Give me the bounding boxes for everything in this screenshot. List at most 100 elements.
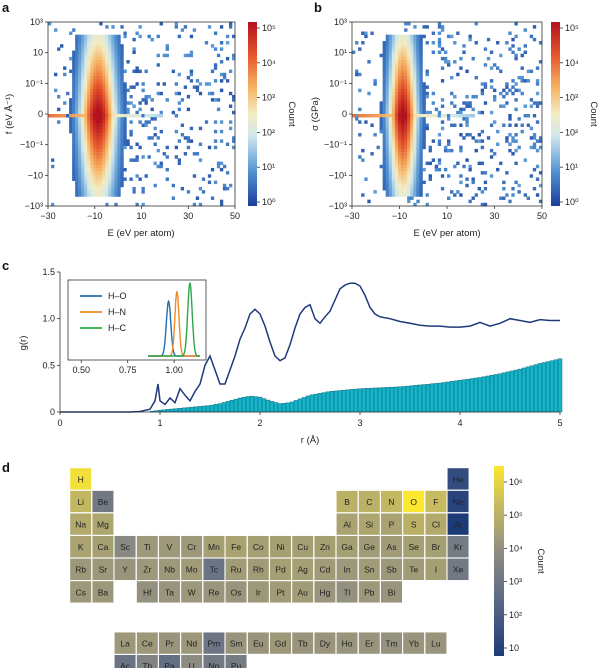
element-symbol: Pu: [231, 661, 242, 668]
heatmap-cell: [517, 88, 521, 93]
heatmap-cell: [96, 126, 100, 131]
heatmap-cell: [120, 174, 124, 178]
heatmap-cell: [81, 145, 85, 150]
rdf-panel-c: 0 1 2 3 4 500.51.01.5 r (Å) g(r) 0.50 0.75 1.00…: [18, 267, 563, 446]
heatmap-cell: [410, 41, 414, 45]
heatmap-cell: [96, 142, 100, 147]
heatmap-cell: [87, 50, 91, 55]
heatmap-cell: [111, 120, 115, 124]
heatmap-cell: [401, 53, 405, 58]
heatmap-cell: [404, 139, 408, 143]
heatmap-cell: [120, 69, 124, 74]
heatmap-cell: [416, 183, 420, 188]
heatmap-cell: [102, 155, 106, 159]
heatmap-cell: [459, 56, 463, 61]
heatmap-cell: [419, 50, 423, 55]
heatmap-cell: [401, 174, 405, 178]
heatmap-cell: [397, 126, 402, 131]
heatmap-cell: [410, 120, 414, 124]
element-cell: [380, 580, 403, 603]
heatmap-cell: [425, 72, 429, 77]
heatmap-cell: [96, 53, 100, 58]
heatmap-cell: [416, 66, 420, 70]
heatmap-cell: [102, 56, 106, 61]
heatmap-cell: [72, 152, 76, 156]
heatmap-cell: [165, 177, 169, 181]
histogram-bar: [221, 402, 227, 413]
heatmap-cell: [394, 82, 399, 86]
heatmap-cell: [126, 60, 130, 64]
heatmap-cell: [126, 101, 130, 105]
heatmap-cell: [126, 142, 130, 147]
heatmap-cell: [382, 107, 387, 112]
heatmap-cell: [81, 75, 85, 80]
heatmap-cell: [508, 47, 512, 51]
heatmap-cell: [532, 142, 537, 147]
heatmap-cell: [129, 133, 133, 137]
heatmap-cell: [141, 88, 145, 93]
heatmap-cell: [407, 37, 411, 42]
heatmap-cell: [416, 145, 420, 150]
histogram-bar: [557, 358, 563, 413]
heatmap-cell: [382, 69, 387, 74]
heatmap-cell: [394, 145, 399, 150]
heatmap-cell: [105, 66, 109, 70]
histogram-bar: [285, 402, 291, 413]
heatmap-cell: [99, 148, 103, 153]
element-cell: [358, 632, 381, 655]
heatmap-cell: [87, 41, 91, 45]
histogram-bar: [505, 371, 511, 413]
heatmap-cell: [413, 50, 417, 55]
heatmap-cell: [419, 180, 423, 185]
heatmap-cell: [120, 63, 124, 67]
heatmap-cell: [407, 41, 411, 45]
density-b: [352, 22, 543, 207]
heatmap-cell: [425, 69, 429, 74]
heatmap-cell: [401, 47, 405, 51]
x-tick-label: 4: [457, 418, 462, 428]
heatmap-cell: [419, 94, 423, 99]
heatmap-cell: [174, 145, 178, 150]
heatmap-cell: [477, 110, 482, 115]
heatmap-cell: [132, 190, 136, 194]
heatmap-cell: [75, 142, 79, 147]
heatmap-cell: [397, 186, 402, 191]
heatmap-cell: [99, 50, 103, 55]
heatmap-cell: [93, 183, 97, 188]
heatmap-cell: [486, 56, 491, 61]
heatmap-cell: [90, 104, 94, 108]
heatmap-cell: [391, 133, 396, 137]
heatmap-cell: [69, 69, 73, 74]
heatmap-cell: [416, 53, 420, 58]
heatmap-cell: [114, 152, 118, 156]
heatmap-cell: [456, 110, 460, 115]
element-cell: [180, 558, 203, 581]
heatmap-cell: [105, 47, 109, 51]
heatmap-cell: [419, 148, 423, 153]
heatmap-cell: [480, 88, 485, 93]
heatmap-cell: [84, 107, 88, 112]
heatmap-cell: [108, 44, 112, 48]
heatmap-cell: [81, 164, 85, 169]
heatmap-cell: [141, 190, 145, 194]
heatmap-cell: [219, 25, 224, 29]
heatmap-cell: [114, 56, 118, 61]
heatmap-cell: [450, 114, 454, 118]
heatmap-cell: [511, 193, 515, 197]
element-symbol: Ta: [165, 587, 174, 597]
heatmap-cell: [126, 114, 130, 118]
heatmap-cell: [422, 136, 426, 140]
heatmap-cell: [108, 50, 112, 55]
heatmap-cell: [394, 60, 399, 64]
element-symbol: Rh: [253, 565, 264, 575]
heatmap-cell: [228, 183, 233, 188]
heatmap-cell: [81, 91, 85, 96]
heatmap-cell: [108, 41, 112, 45]
panel-letter-a: a: [2, 0, 10, 15]
heatmap-cell: [520, 53, 524, 58]
heatmap-cell: [96, 183, 100, 188]
heatmap-cell: [437, 44, 442, 48]
heatmap-cell: [198, 202, 203, 207]
heatmap-cell: [502, 196, 506, 200]
heatmap-cell: [453, 114, 457, 118]
